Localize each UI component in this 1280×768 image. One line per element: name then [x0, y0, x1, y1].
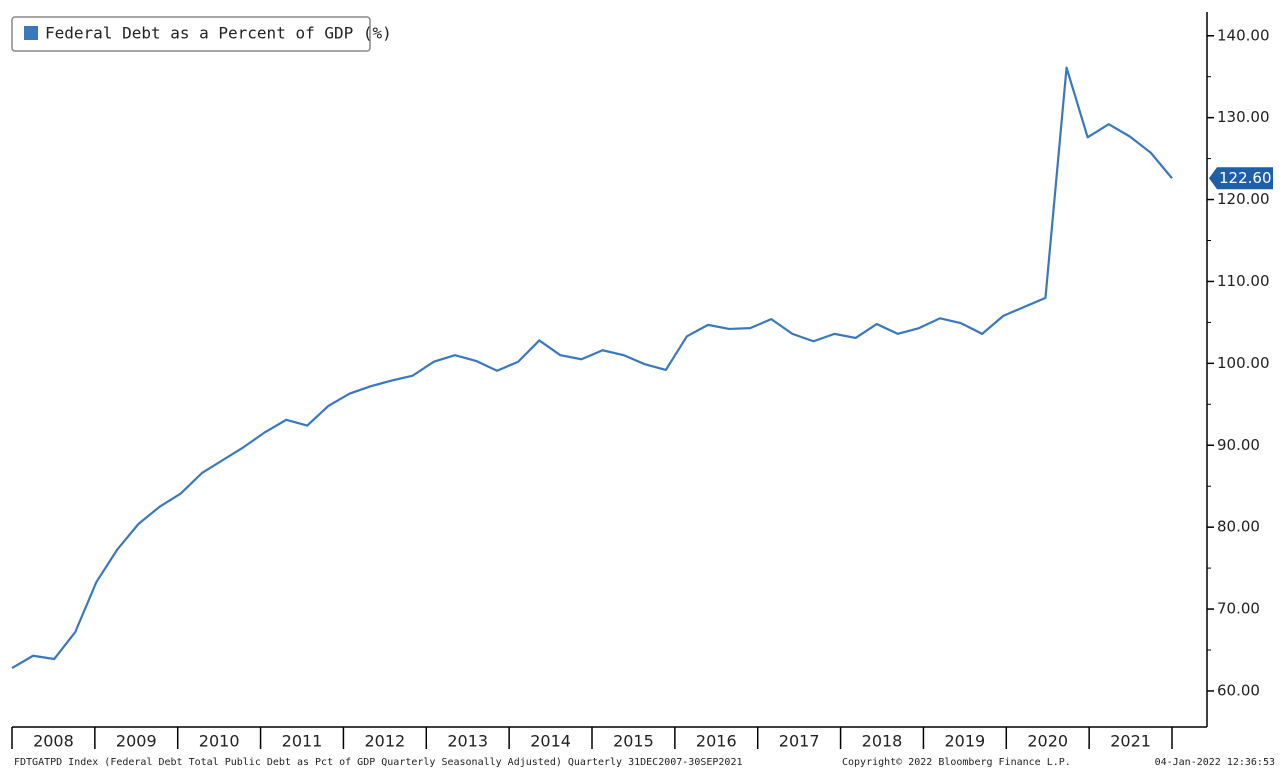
footer-date: 04-Jan-2022 12:36:53 — [1155, 757, 1275, 768]
last-value-label: 122.60 — [1219, 169, 1272, 187]
x-tick-label: 2010 — [199, 732, 240, 751]
x-tick-label: 2015 — [613, 732, 654, 751]
x-tick-label: 2017 — [779, 732, 820, 751]
last-value-tag — [1209, 167, 1273, 190]
x-tick-label: 2020 — [1027, 732, 1068, 751]
x-tick-label: 2016 — [696, 732, 737, 751]
y-tick-label: 100.00 — [1217, 354, 1270, 372]
footer-source: FDTGATPD Index (Federal Debt Total Publi… — [14, 757, 742, 768]
x-tick-label: 2018 — [862, 732, 903, 751]
y-tick-label: 120.00 — [1217, 190, 1270, 208]
data-line — [11, 66, 1173, 669]
x-tick-label: 2021 — [1110, 732, 1151, 751]
x-tick-label: 2014 — [530, 732, 571, 751]
x-tick-label: 2012 — [364, 732, 405, 751]
legend-swatch — [24, 26, 38, 40]
y-tick-label: 70.00 — [1217, 600, 1260, 618]
y-tick-label: 130.00 — [1217, 108, 1270, 126]
legend: Federal Debt as a Percent of GDP (%) — [11, 16, 392, 52]
x-tick-label: 2019 — [944, 732, 985, 751]
y-tick-label: 140.00 — [1217, 26, 1270, 44]
legend-label: Federal Debt as a Percent of GDP (%) — [45, 24, 392, 43]
y-tick-label: 80.00 — [1217, 518, 1260, 536]
footer-copyright: Copyright© 2022 Bloomberg Finance L.P. — [842, 757, 1071, 768]
y-tick-label: 90.00 — [1217, 436, 1260, 454]
y-tick-label: 60.00 — [1217, 681, 1260, 699]
legend-box — [11, 16, 371, 52]
y-tick-label: 110.00 — [1217, 272, 1270, 290]
x-tick-label: 2013 — [447, 732, 488, 751]
x-tick-label: 2009 — [116, 732, 157, 751]
x-tick-label: 2008 — [33, 732, 74, 751]
x-tick-label: 2011 — [282, 732, 323, 751]
